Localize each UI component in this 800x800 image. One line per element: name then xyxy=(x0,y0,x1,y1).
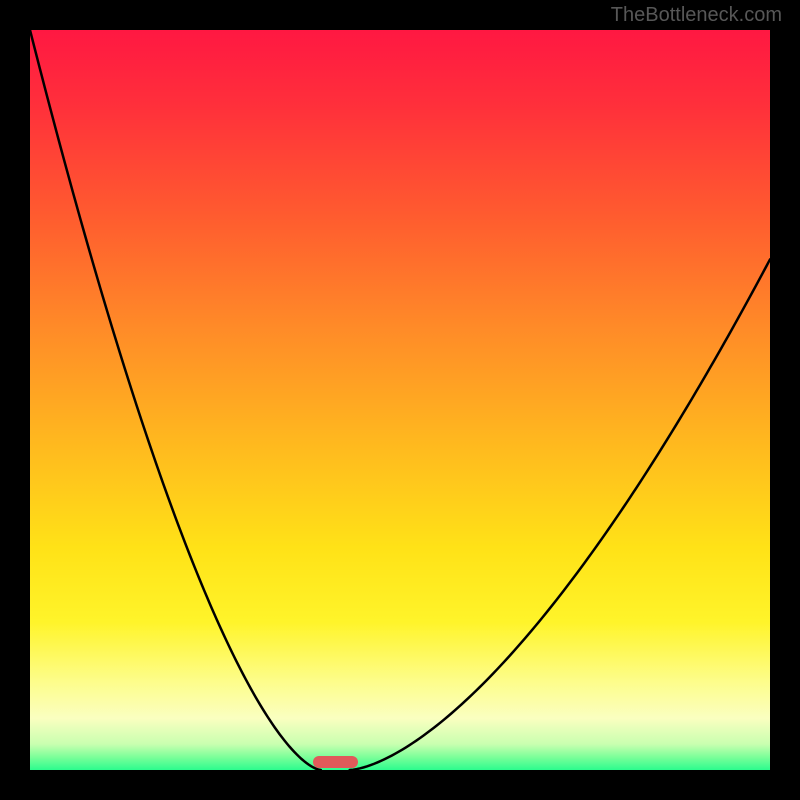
chart-minimum-marker xyxy=(313,756,357,768)
chart-plot-area xyxy=(30,30,770,770)
watermark-label: TheBottleneck.com xyxy=(611,4,782,27)
chart-curves-svg xyxy=(30,30,770,770)
